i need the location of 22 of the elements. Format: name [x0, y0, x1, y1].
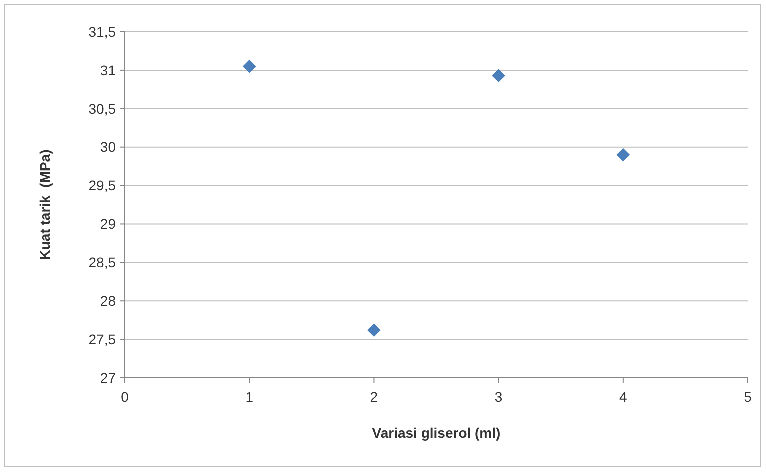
y-tick-label: 29,5 [88, 178, 116, 194]
x-tick-label: 2 [370, 389, 378, 405]
x-tick-label: 0 [121, 389, 130, 405]
y-axis-title: Kuat tarik (MPa) [37, 150, 53, 260]
x-axis-title: Variasi gliserol (ml) [372, 425, 501, 441]
y-tick-label: 29 [100, 216, 116, 232]
y-tick-label: 27 [100, 370, 116, 386]
point [242, 60, 256, 74]
x-tick-label: 4 [620, 389, 628, 405]
x-tick-label: 1 [246, 389, 254, 405]
x-tick-label: 5 [744, 389, 752, 405]
y-tick-label: 31 [100, 62, 116, 78]
y-tick-label: 28,5 [88, 254, 116, 271]
point [616, 148, 630, 162]
point [492, 69, 506, 83]
y-tick-label: 28 [100, 293, 116, 310]
y-tick-label: 30,5 [88, 100, 116, 117]
y-tick-label: 27,5 [88, 331, 116, 348]
y-tick-label: 31,5 [88, 24, 116, 40]
x-tick-label: 3 [494, 389, 503, 405]
y-tick-label: 30 [100, 139, 116, 156]
point [367, 324, 381, 338]
